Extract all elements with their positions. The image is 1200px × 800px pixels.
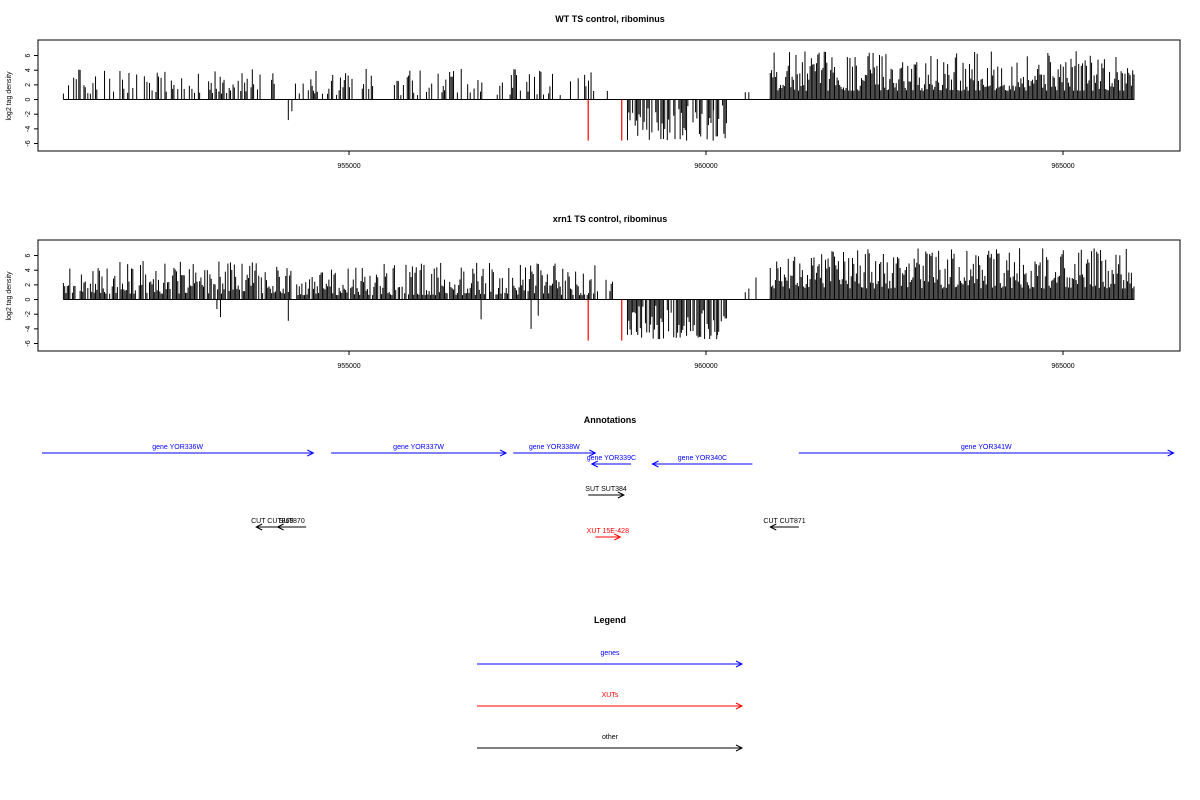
y-tick-label: -6 xyxy=(25,340,32,346)
x-tick-label: 965000 xyxy=(1051,163,1074,170)
annotations-title: Annotations xyxy=(584,415,637,425)
feature-label: SUT870 xyxy=(279,518,305,525)
annotation-feature: gene YOR336W xyxy=(41,444,315,457)
panel-wt: WT TS control, ribominus -6 -4 -2 0 2 4 6 9550… xyxy=(6,14,1181,170)
x-tick-label: 960000 xyxy=(694,163,717,170)
legend-label: XUTs xyxy=(602,692,619,699)
feature-arrowhead xyxy=(276,523,284,531)
legend-label: genes xyxy=(600,650,620,657)
y-tick-label: 0 xyxy=(25,97,32,101)
y-tick-label: -2 xyxy=(25,311,32,317)
y-tick-label: 4 xyxy=(25,68,32,72)
annotation-feature: SUT870 xyxy=(276,518,307,531)
feature-arrowhead xyxy=(590,460,598,468)
bars-xrn1 xyxy=(62,248,1135,341)
legend-arrowhead xyxy=(735,744,744,752)
legend-item: genes xyxy=(477,650,744,668)
feature-arrowhead xyxy=(614,533,622,541)
y-axis-label-wt: log2 tag density xyxy=(6,71,13,121)
legend-arrowhead xyxy=(735,660,744,668)
y-tick-label: -2 xyxy=(25,111,32,117)
feature-arrowhead xyxy=(769,523,777,531)
feature-arrowhead xyxy=(255,523,263,531)
x-axis-wt: 955000 960000 965000 xyxy=(337,151,1075,170)
x-tick-label: 965000 xyxy=(1051,363,1074,370)
x-tick-label: 955000 xyxy=(337,363,360,370)
y-tick-label: 4 xyxy=(25,268,32,272)
y-axis-wt: -6 -4 -2 0 2 4 6 xyxy=(25,53,38,147)
feature-label: CUT CUT869 xyxy=(251,518,293,525)
y-axis-label-xrn1: log2 tag density xyxy=(6,271,13,321)
y-tick-label: -4 xyxy=(25,126,32,132)
y-tick-label: 6 xyxy=(25,253,32,257)
feature-label: SUT SUT384 xyxy=(585,486,627,493)
panel-title-xrn1: xrn1 TS control, ribominus xyxy=(553,214,668,224)
panel-title-wt: WT TS control, ribominus xyxy=(555,14,665,24)
feature-arrowhead xyxy=(307,449,315,457)
legend-arrowhead xyxy=(735,702,744,710)
feature-arrowhead xyxy=(499,449,508,457)
plot-frame-wt xyxy=(37,39,1181,152)
feature-label: gene YOR337W xyxy=(393,444,444,451)
x-tick-label: 955000 xyxy=(337,163,360,170)
y-tick-label: 6 xyxy=(25,53,32,57)
feature-arrowhead xyxy=(617,491,626,499)
x-tick-label: 960000 xyxy=(694,363,717,370)
y-tick-label: 2 xyxy=(25,83,32,87)
feature-label: XUT 15E-428 xyxy=(587,528,629,535)
feature-label: gene YOR341W xyxy=(961,444,1012,451)
y-axis-xrn1: -6 -4 -2 0 2 4 6 xyxy=(25,253,38,347)
legend-items: genes XUTs other xyxy=(477,650,744,752)
annotation-feature: CUT CUT871 xyxy=(763,518,806,531)
bars-wt xyxy=(62,51,1135,141)
annotation-feature: gene YOR341W xyxy=(798,444,1175,457)
legend-item: other xyxy=(477,734,744,752)
annotation-feature: gene YOR339C xyxy=(587,455,636,468)
annotation-feature: gene YOR337W xyxy=(331,444,508,457)
y-tick-label: -6 xyxy=(25,140,32,146)
annotation-feature: gene YOR338W xyxy=(513,444,597,457)
annotation-feature: XUT 15E-428 xyxy=(587,528,629,541)
y-tick-label: 0 xyxy=(25,297,32,301)
feature-arrowhead xyxy=(1167,449,1175,457)
annotation-feature: gene YOR340C xyxy=(651,455,753,468)
feature-arrowhead xyxy=(589,449,597,457)
feature-label: gene YOR336W xyxy=(152,444,203,451)
feature-label: CUT CUT871 xyxy=(763,518,805,525)
feature-arrowhead xyxy=(651,460,659,468)
plot-frame-xrn1 xyxy=(37,239,1181,352)
x-axis-xrn1: 955000 960000 965000 xyxy=(337,351,1075,370)
legend-panel: Legend genes XUTs other xyxy=(477,615,744,752)
annotation-feature: SUT SUT384 xyxy=(585,486,627,499)
feature-label: gene YOR340C xyxy=(678,455,727,462)
annotations-panel: Annotations gene YOR336W gene YOR337W gene… xyxy=(41,415,1175,541)
feature-label: gene YOR339C xyxy=(587,455,636,462)
y-tick-label: -4 xyxy=(25,326,32,332)
y-tick-label: 2 xyxy=(25,283,32,287)
legend-label: other xyxy=(602,734,619,741)
legend-item: XUTs xyxy=(477,692,744,710)
legend-title: Legend xyxy=(594,615,626,625)
feature-label: gene YOR338W xyxy=(529,444,580,451)
panel-xrn1: xrn1 TS control, ribominus -6 -4 -2 0 2 4 6 95… xyxy=(6,214,1181,370)
annotation-features: gene YOR336W gene YOR337W gene YOR338W gene… xyxy=(41,444,1175,541)
